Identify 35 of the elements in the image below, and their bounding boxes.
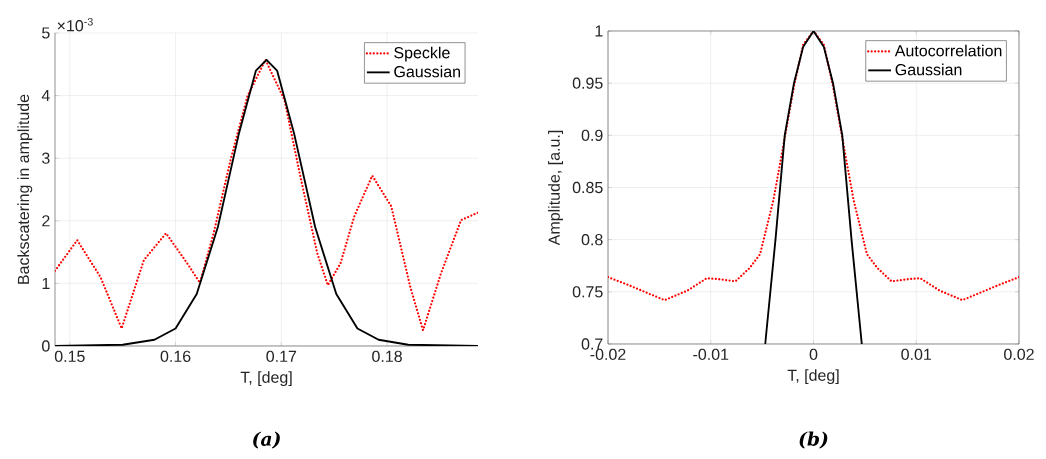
y-tick-label: 2 [42, 215, 50, 227]
y-tick-label: 5 [42, 27, 50, 39]
x-axis-title: T, [deg] [787, 369, 839, 385]
text: ×10$^{-3}$ [57, 17, 93, 32]
y-tick-label: 0.95 [572, 77, 603, 89]
x-axis-title: T, [deg] [240, 371, 292, 387]
text: (a) [253, 431, 280, 449]
y-tick-label: 0.8 [581, 234, 603, 246]
x-tick-label: 0.18 [372, 350, 402, 363]
y-axis-title: Backscatering in amplitude [17, 94, 33, 284]
y-tick-label: 0 [42, 340, 50, 352]
x-tick-label: 0.01 [901, 348, 932, 361]
y-tick-label: 0.75 [572, 286, 603, 298]
legend-label: Gaussian [895, 63, 962, 76]
text: (b) [799, 431, 828, 449]
line-series [608, 31, 1019, 302]
y-tick-label: 4 [41, 90, 50, 102]
x-tick-label: 0.15 [54, 350, 85, 363]
legend-label: Autocorrelation [894, 44, 1002, 57]
y-tick-label: 0.85 [572, 181, 603, 194]
y-tick-label: 1 [595, 25, 603, 37]
x-tick-label: -0.02 [590, 348, 626, 361]
x-tick-label: 0.16 [160, 350, 191, 363]
x-tick-label: -0.01 [693, 348, 729, 361]
legend-label: Speckle [394, 46, 450, 62]
legend-label: Gaussian [394, 65, 461, 78]
y-tick-label: 3 [42, 152, 50, 164]
line-series [764, 31, 863, 344]
x-tick-label: 0 [809, 348, 818, 361]
y-axis-title: Amplitude, [a.u.] [548, 130, 563, 246]
y-tick-label: 0.9 [581, 129, 603, 141]
x-tick-label: 0.02 [1004, 348, 1034, 361]
x-tick-label: 0.17 [266, 350, 297, 363]
y-tick-label: 0.7 [581, 338, 603, 350]
y-tick-label: 1 [42, 277, 50, 289]
